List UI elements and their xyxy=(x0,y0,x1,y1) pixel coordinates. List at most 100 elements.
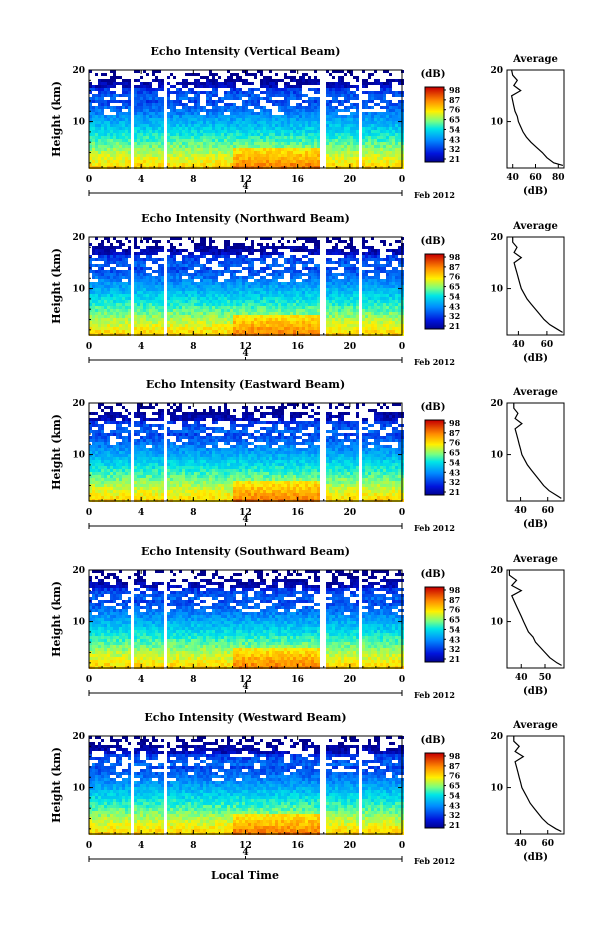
heatmap-cell xyxy=(155,118,158,121)
heatmap-cell xyxy=(203,163,206,166)
heatmap-cell xyxy=(134,145,137,148)
heatmap-cell xyxy=(182,109,185,112)
colorbar-segment xyxy=(425,117,444,119)
heatmap-cell xyxy=(272,115,275,118)
heatmap-cell xyxy=(140,88,143,91)
heatmap-cell xyxy=(296,300,299,303)
heatmap-cell xyxy=(137,145,140,148)
heatmap-cell xyxy=(389,124,392,127)
heatmap-cell xyxy=(104,145,107,148)
heatmap-cell xyxy=(113,160,116,163)
heatmap-cell xyxy=(266,255,269,258)
heatmap-cell xyxy=(152,315,155,318)
heatmap-cell xyxy=(173,163,176,166)
heatmap-cell xyxy=(212,121,215,124)
heatmap-cell xyxy=(89,154,92,157)
heatmap-cell xyxy=(113,73,116,76)
heatmap-cell xyxy=(248,112,251,115)
heatmap-cell xyxy=(230,85,233,88)
heatmap-cell xyxy=(161,139,164,142)
heatmap-cell xyxy=(281,127,284,130)
heatmap-cell xyxy=(179,163,182,166)
heatmap-cell xyxy=(167,261,170,264)
heatmap-cell xyxy=(200,297,203,300)
heatmap-cell xyxy=(338,163,341,166)
heatmap-cell xyxy=(311,139,314,142)
heatmap-cell xyxy=(140,318,143,321)
heatmap-cell xyxy=(206,303,209,306)
heatmap-cell xyxy=(140,321,143,324)
heatmap-cell xyxy=(305,249,308,252)
heatmap-cell xyxy=(374,118,377,121)
heatmap-cell xyxy=(227,127,230,130)
heatmap-cell xyxy=(104,139,107,142)
heatmap-cell xyxy=(386,151,389,154)
heatmap-cell xyxy=(314,133,317,136)
heatmap-cell xyxy=(194,327,197,330)
heatmap-cell xyxy=(146,258,149,261)
heatmap-cell xyxy=(338,148,341,151)
heatmap-cell xyxy=(383,85,386,88)
heatmap-cell xyxy=(335,163,338,166)
heatmap-cell xyxy=(341,148,344,151)
heatmap-cell xyxy=(218,154,221,157)
heatmap-cell xyxy=(92,312,95,315)
heatmap-cell xyxy=(128,97,131,100)
heatmap-cell xyxy=(143,130,146,133)
colorbar-segment xyxy=(425,112,444,114)
heatmap-cell xyxy=(107,297,110,300)
heatmap-cell xyxy=(119,288,122,291)
heatmap-cell xyxy=(380,139,383,142)
heatmap-cell xyxy=(89,97,92,100)
heatmap-cell xyxy=(257,124,260,127)
heatmap-cell xyxy=(122,151,125,154)
heatmap-cell xyxy=(368,151,371,154)
heatmap-cell xyxy=(305,321,308,324)
heatmap-cell xyxy=(263,151,266,154)
heatmap-cell xyxy=(182,267,185,270)
heatmap-cell xyxy=(371,151,374,154)
heatmap-cell xyxy=(329,148,332,151)
heatmap-cell xyxy=(386,130,389,133)
heatmap-cell xyxy=(290,157,293,160)
heatmap-cell xyxy=(254,324,257,327)
heatmap-cell xyxy=(143,151,146,154)
heatmap-cell xyxy=(221,112,224,115)
heatmap-cell xyxy=(287,118,290,121)
heatmap-cell xyxy=(212,306,215,309)
heatmap-cell xyxy=(176,315,179,318)
heatmap-cell xyxy=(275,264,278,267)
heatmap-cell xyxy=(293,85,296,88)
heatmap-cell xyxy=(161,154,164,157)
heatmap-cell xyxy=(101,79,104,82)
heatmap-cell xyxy=(293,142,296,145)
heatmap-cell xyxy=(365,163,368,166)
heatmap-cell xyxy=(197,142,200,145)
heatmap-cell xyxy=(314,76,317,79)
heatmap-cell xyxy=(95,94,98,97)
heatmap-cell xyxy=(113,321,116,324)
heatmap-cell xyxy=(188,163,191,166)
heatmap-cell xyxy=(290,267,293,270)
heatmap-cell xyxy=(119,264,122,267)
heatmap-cell xyxy=(389,136,392,139)
heatmap-cell xyxy=(380,151,383,154)
heatmap-cell xyxy=(119,145,122,148)
heatmap-cell xyxy=(101,145,104,148)
heatmap-cell xyxy=(353,118,356,121)
heatmap-cell xyxy=(245,300,248,303)
heatmap-cell xyxy=(182,315,185,318)
heatmap-cell xyxy=(269,154,272,157)
heatmap-cell xyxy=(272,285,275,288)
heatmap-cell xyxy=(185,85,188,88)
heatmap-cell xyxy=(239,330,242,333)
heatmap-cell xyxy=(122,306,125,309)
heatmap-cell xyxy=(275,79,278,82)
heatmap-cell xyxy=(179,148,182,151)
heatmap-cell xyxy=(191,324,194,327)
heatmap-cell xyxy=(344,151,347,154)
heatmap-cell xyxy=(257,270,260,273)
heatmap-cell xyxy=(167,303,170,306)
heatmap-cell xyxy=(245,249,248,252)
heatmap-cell xyxy=(140,261,143,264)
